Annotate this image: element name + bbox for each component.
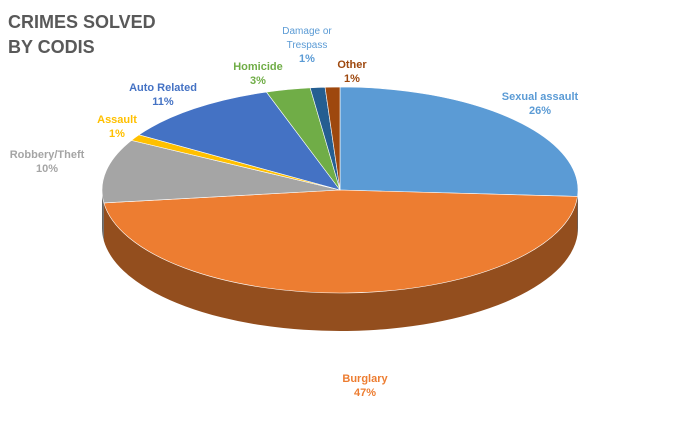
data-label-6-0: Damage or — [282, 26, 332, 37]
data-label-4-1: 11% — [152, 96, 174, 108]
chart-title-line-1: CRIMES SOLVED — [8, 12, 156, 32]
data-label-1-1: 47% — [354, 387, 376, 399]
slice-other — [324, 86, 341, 191]
data-label-5-0: Homicide — [233, 61, 283, 73]
chart-title: CRIMES SOLVED BY CODIS — [8, 10, 208, 60]
data-label-3-1: 1% — [109, 128, 125, 140]
slice-side-2 — [102, 190, 104, 241]
data-label-2-0: Robbery/Theft — [10, 149, 85, 161]
data-label-2-1: 10% — [36, 163, 58, 175]
slice-sexual-assault — [339, 86, 579, 197]
data-label-7-0: Other — [337, 59, 367, 71]
data-label-6-1: Trespass — [287, 40, 328, 51]
data-label-5-1: 3% — [250, 75, 266, 87]
data-label-0-1: 26% — [529, 105, 551, 117]
slice-robbery-theft — [101, 140, 341, 204]
data-label-7-1: 1% — [344, 73, 360, 85]
slice-burglary — [103, 189, 578, 294]
data-label-3-0: Assault — [97, 114, 137, 126]
slice-side-1 — [103, 196, 578, 331]
data-label-1-0: Burglary — [342, 373, 388, 385]
chart-title-line-2: BY CODIS — [8, 37, 95, 57]
slice-auto-related — [138, 91, 341, 191]
data-label-0-0: Sexual assault — [502, 91, 579, 103]
data-label-4-0: Auto Related — [129, 82, 197, 94]
data-label-6-2: 1% — [299, 53, 315, 65]
